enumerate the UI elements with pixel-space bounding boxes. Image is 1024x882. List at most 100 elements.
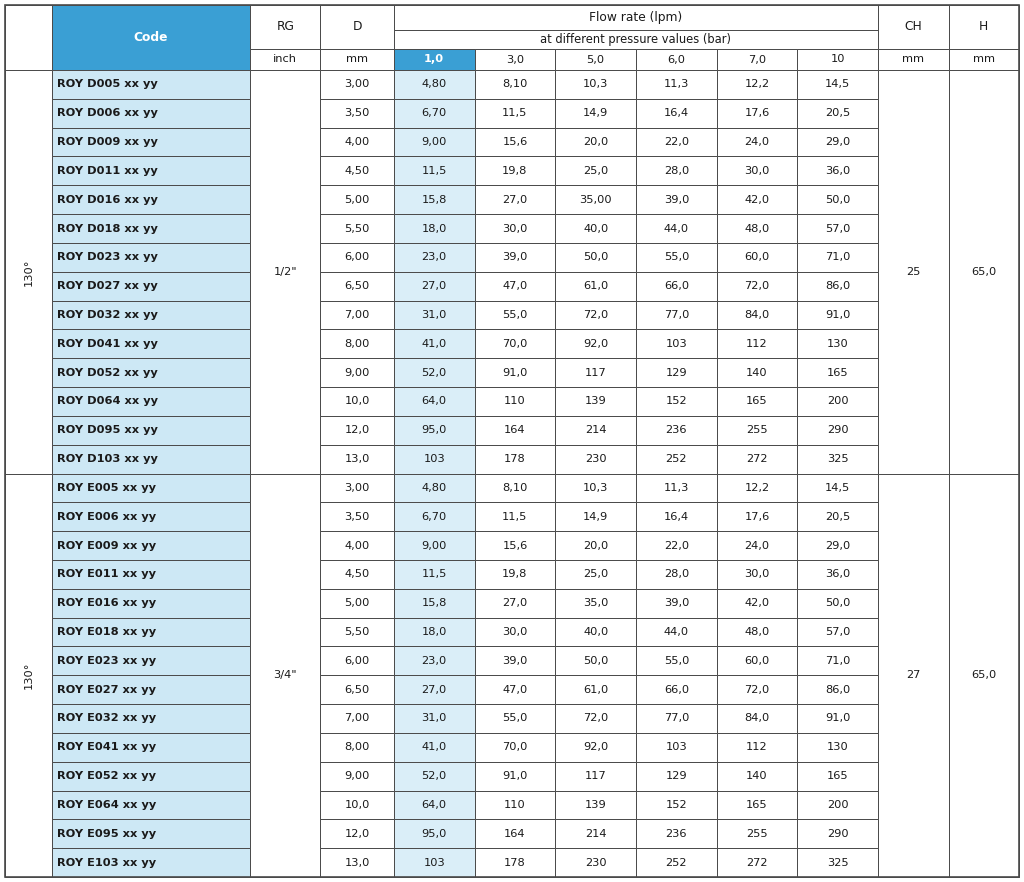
Bar bbox=[321, 156, 394, 185]
Text: 27: 27 bbox=[906, 670, 921, 680]
Text: ROY E011 xx yy: ROY E011 xx yy bbox=[57, 570, 156, 579]
Bar bbox=[394, 99, 474, 128]
Bar bbox=[394, 70, 474, 99]
Text: 29,0: 29,0 bbox=[825, 541, 850, 550]
Bar bbox=[948, 49, 1019, 70]
Text: 230: 230 bbox=[585, 454, 606, 464]
Text: 13,0: 13,0 bbox=[344, 454, 370, 464]
Bar bbox=[555, 49, 636, 70]
Text: 7,0: 7,0 bbox=[748, 55, 766, 64]
Bar bbox=[321, 329, 394, 358]
Bar bbox=[717, 128, 798, 156]
Text: ROY E052 xx yy: ROY E052 xx yy bbox=[57, 771, 156, 781]
Bar bbox=[798, 733, 879, 762]
Text: 19,8: 19,8 bbox=[502, 570, 527, 579]
Bar bbox=[52, 676, 250, 704]
Bar bbox=[798, 647, 879, 676]
Text: 8,10: 8,10 bbox=[502, 79, 527, 89]
Text: 30,0: 30,0 bbox=[744, 166, 770, 176]
Text: 36,0: 36,0 bbox=[825, 570, 850, 579]
Bar bbox=[798, 704, 879, 733]
Bar bbox=[636, 676, 717, 704]
Text: ROY E006 xx yy: ROY E006 xx yy bbox=[57, 512, 156, 522]
Text: 72,0: 72,0 bbox=[583, 310, 608, 320]
Bar bbox=[636, 214, 717, 243]
Text: 47,0: 47,0 bbox=[503, 281, 527, 291]
Text: 11,5: 11,5 bbox=[422, 570, 446, 579]
Bar bbox=[555, 329, 636, 358]
Bar bbox=[394, 531, 474, 560]
Bar bbox=[321, 503, 394, 531]
Text: 165: 165 bbox=[827, 368, 849, 377]
Bar bbox=[717, 214, 798, 243]
Text: 20,5: 20,5 bbox=[825, 108, 850, 118]
Text: 57,0: 57,0 bbox=[825, 627, 851, 637]
Bar bbox=[394, 415, 474, 445]
Text: 6,70: 6,70 bbox=[422, 108, 446, 118]
Bar bbox=[717, 790, 798, 819]
Text: 42,0: 42,0 bbox=[744, 598, 770, 609]
Text: 4,80: 4,80 bbox=[422, 483, 446, 493]
Bar bbox=[555, 99, 636, 128]
Text: 9,00: 9,00 bbox=[344, 771, 370, 781]
Text: ROY D006 xx yy: ROY D006 xx yy bbox=[57, 108, 158, 118]
Text: 4,50: 4,50 bbox=[344, 166, 370, 176]
Text: 5,00: 5,00 bbox=[344, 195, 370, 205]
Bar bbox=[717, 589, 798, 617]
Bar bbox=[52, 156, 250, 185]
Text: ROY E032 xx yy: ROY E032 xx yy bbox=[57, 714, 156, 723]
Bar bbox=[717, 647, 798, 676]
Bar bbox=[555, 617, 636, 647]
Bar bbox=[798, 531, 879, 560]
Text: 35,00: 35,00 bbox=[580, 195, 612, 205]
Text: 4,50: 4,50 bbox=[344, 570, 370, 579]
Bar bbox=[555, 762, 636, 790]
Text: 130: 130 bbox=[827, 743, 849, 752]
Bar bbox=[52, 70, 250, 99]
Text: 4,00: 4,00 bbox=[344, 137, 370, 147]
Text: 10,3: 10,3 bbox=[583, 79, 608, 89]
Bar bbox=[52, 5, 250, 70]
Bar bbox=[474, 185, 555, 214]
Bar bbox=[555, 704, 636, 733]
Text: 23,0: 23,0 bbox=[422, 252, 446, 262]
Text: 9,00: 9,00 bbox=[344, 368, 370, 377]
Text: 14,5: 14,5 bbox=[825, 483, 850, 493]
Text: 17,6: 17,6 bbox=[744, 512, 770, 522]
Bar bbox=[321, 387, 394, 415]
Text: 15,6: 15,6 bbox=[503, 137, 527, 147]
Bar bbox=[250, 474, 321, 877]
Bar bbox=[555, 676, 636, 704]
Text: 71,0: 71,0 bbox=[825, 656, 851, 666]
Text: 12,0: 12,0 bbox=[344, 425, 370, 436]
Bar bbox=[394, 617, 474, 647]
Bar bbox=[636, 531, 717, 560]
Text: Code: Code bbox=[134, 31, 168, 44]
Bar bbox=[555, 128, 636, 156]
Bar bbox=[52, 589, 250, 617]
Text: 65,0: 65,0 bbox=[971, 266, 996, 277]
Bar bbox=[636, 243, 717, 272]
Bar bbox=[798, 819, 879, 848]
Bar bbox=[321, 70, 394, 99]
Text: 15,6: 15,6 bbox=[503, 541, 527, 550]
Text: 66,0: 66,0 bbox=[664, 281, 689, 291]
Bar bbox=[717, 733, 798, 762]
Text: 6,00: 6,00 bbox=[344, 252, 370, 262]
Text: 52,0: 52,0 bbox=[422, 771, 446, 781]
Bar bbox=[798, 387, 879, 415]
Text: 11,5: 11,5 bbox=[502, 108, 527, 118]
Text: ROY E095 xx yy: ROY E095 xx yy bbox=[57, 829, 156, 839]
Text: 112: 112 bbox=[746, 743, 768, 752]
Text: 16,4: 16,4 bbox=[664, 108, 689, 118]
Bar bbox=[5, 474, 52, 877]
Bar bbox=[474, 128, 555, 156]
Text: 252: 252 bbox=[666, 454, 687, 464]
Bar bbox=[394, 589, 474, 617]
Text: 6,00: 6,00 bbox=[344, 656, 370, 666]
Text: 1,0: 1,0 bbox=[424, 55, 444, 64]
Text: 9,00: 9,00 bbox=[422, 137, 446, 147]
Text: Flow rate (lpm): Flow rate (lpm) bbox=[590, 11, 683, 24]
Text: 91,0: 91,0 bbox=[502, 368, 527, 377]
Bar bbox=[555, 185, 636, 214]
